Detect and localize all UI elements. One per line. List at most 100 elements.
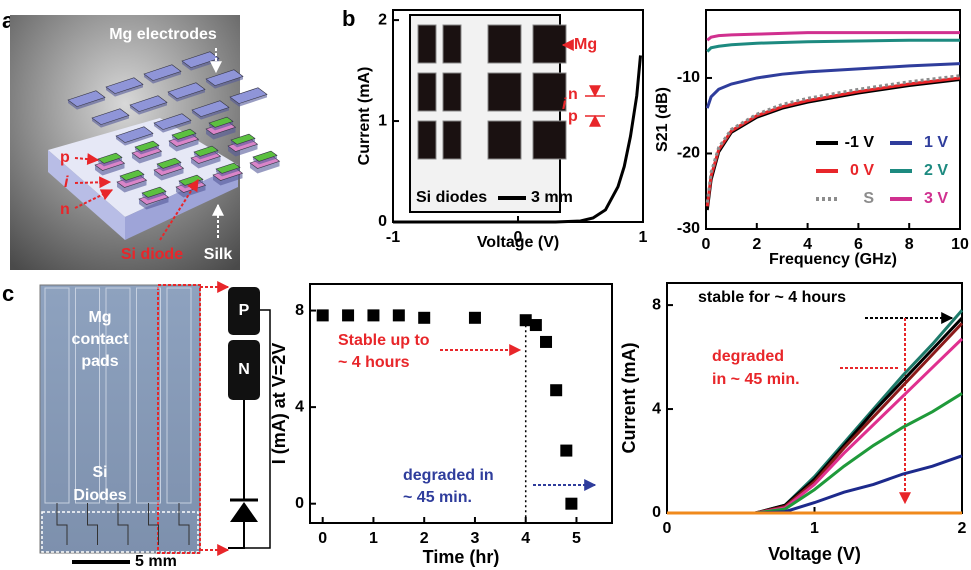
- y-tick-label: -20: [677, 145, 700, 162]
- diode-square: [418, 73, 436, 111]
- label: Si diodes: [416, 189, 487, 206]
- x-tick-label: 1: [369, 530, 378, 547]
- panel-label: b: [342, 6, 355, 31]
- photo: [40, 285, 200, 553]
- annotation: degraded in: [403, 467, 494, 484]
- point: [317, 309, 329, 321]
- x-tick-label: 3: [471, 530, 480, 547]
- label: n: [60, 201, 70, 218]
- legend-label: -1 V: [845, 134, 875, 151]
- label: pads: [81, 353, 118, 370]
- diode-square: [443, 25, 461, 63]
- y-axis-label: S21 (dB): [654, 87, 671, 152]
- point: [560, 445, 572, 457]
- y-tick-label: 8: [295, 302, 304, 319]
- label: p: [60, 149, 70, 166]
- x-tick-label: 4: [521, 530, 530, 547]
- label: 5 mm: [135, 553, 177, 570]
- device-photo: [40, 285, 270, 562]
- label: n: [568, 86, 578, 103]
- inset-photo: [410, 15, 566, 212]
- y-tick-label: 2: [378, 11, 387, 28]
- label: Diodes: [73, 487, 126, 504]
- annotation: Stable up to: [338, 332, 430, 349]
- legend-label: 2 V: [924, 162, 948, 179]
- x-tick-label: 0: [663, 520, 672, 537]
- x-tick-label: 1: [810, 520, 819, 537]
- legend-label: 3 V: [924, 190, 948, 207]
- plot-frame: [310, 284, 612, 523]
- point: [469, 312, 481, 324]
- y-axis-label: I (mA) at V=2V: [269, 343, 289, 465]
- x-tick-label: 10: [951, 236, 969, 253]
- x-tick-label: 2: [958, 520, 967, 537]
- x-tick-label: -1: [386, 229, 400, 246]
- figure: a b c Mg electrodes p i n Si diode Silk …: [0, 0, 971, 570]
- diode-square: [488, 25, 521, 63]
- y-tick-label: -30: [677, 220, 700, 237]
- diode-square: [488, 121, 521, 159]
- panel-label: c: [2, 281, 14, 306]
- y-tick-label: 0: [652, 504, 661, 521]
- x-tick-label: 0: [318, 530, 327, 547]
- diode-square: [418, 121, 436, 159]
- data-line: [707, 76, 960, 203]
- device-illustration: [10, 15, 280, 270]
- y-tick-label: -10: [677, 69, 700, 86]
- legend-label: S: [863, 190, 874, 207]
- point: [418, 312, 430, 324]
- x-axis-label: Time (hr): [423, 547, 500, 567]
- label: Si: [92, 464, 107, 481]
- x-tick-label: 2: [752, 236, 761, 253]
- diode-square: [443, 121, 461, 159]
- data-line: [707, 40, 960, 51]
- point: [393, 309, 405, 321]
- y-tick-label: 1: [378, 112, 387, 129]
- y-tick-label: 0: [378, 213, 387, 230]
- diode-square: [533, 121, 566, 159]
- label: p: [568, 108, 578, 125]
- point: [550, 384, 562, 396]
- x-axis-label: Voltage (V): [477, 234, 559, 251]
- label: Mg electrodes: [109, 26, 217, 43]
- y-axis-label: Current (mA): [356, 67, 373, 166]
- label: 3 mm: [531, 189, 573, 206]
- data-line: [707, 64, 960, 109]
- label: Mg: [574, 36, 597, 53]
- wire: [228, 522, 244, 548]
- annotation: ~ 45 min.: [403, 489, 472, 506]
- annotation: stable for ~ 4 hours: [698, 289, 846, 306]
- y-axis-label: Current (mA): [619, 342, 639, 453]
- x-tick-label: 0: [702, 236, 711, 253]
- data-line: [667, 393, 962, 513]
- y-tick-label: 4: [295, 398, 304, 415]
- point: [565, 498, 577, 510]
- label: i: [64, 174, 69, 191]
- x-tick-label: 1: [639, 229, 648, 246]
- diode-square: [443, 73, 461, 111]
- diode-square: [488, 73, 521, 111]
- diode-square: [418, 25, 436, 63]
- label: contact: [72, 331, 130, 348]
- y-tick-label: 8: [652, 296, 661, 313]
- label: Silk: [204, 246, 233, 263]
- legend-label: 0 V: [850, 162, 874, 179]
- label: Si diode: [121, 246, 183, 263]
- annotation: degraded: [712, 348, 784, 365]
- y-tick-label: 4: [652, 400, 661, 417]
- x-tick-label: 5: [572, 530, 581, 547]
- label: i: [562, 96, 567, 113]
- annotation: in ~ 45 min.: [712, 371, 800, 388]
- x-axis-label: Frequency (GHz): [769, 251, 897, 268]
- point: [342, 309, 354, 321]
- label: P: [239, 302, 250, 319]
- x-tick-label: 8: [905, 236, 914, 253]
- diode-symbol: [230, 502, 258, 522]
- point: [540, 336, 552, 348]
- y-tick-label: 0: [295, 495, 304, 512]
- x-tick-label: 2: [420, 530, 429, 547]
- label: N: [238, 361, 250, 378]
- x-axis-label: Voltage (V): [768, 544, 861, 564]
- point: [530, 319, 542, 331]
- label: Mg: [88, 309, 111, 326]
